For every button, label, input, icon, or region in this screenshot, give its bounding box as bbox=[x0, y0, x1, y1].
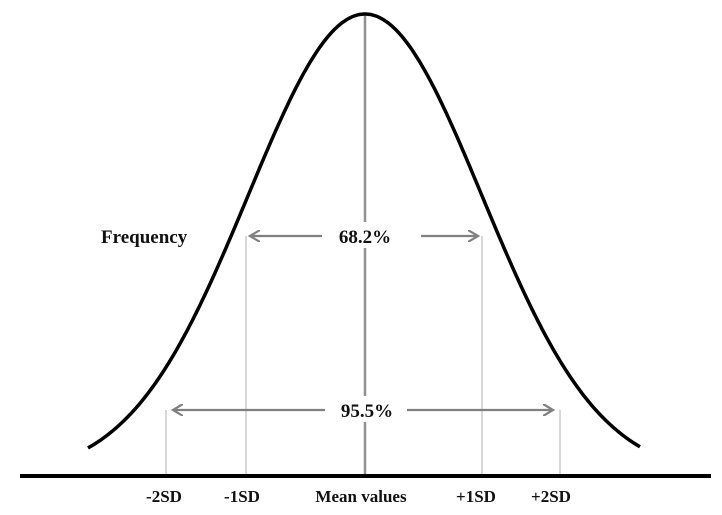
tick-label-minus-2sd: -2SD bbox=[146, 487, 182, 506]
tick-label-minus-1sd: -1SD bbox=[224, 487, 260, 506]
frequency-label: Frequency bbox=[101, 227, 188, 248]
tick-label-plus-2sd: +2SD bbox=[531, 487, 571, 506]
bell-curve bbox=[87, 12, 641, 450]
inner-label-backdrop bbox=[327, 222, 403, 248]
outer-range-label: 95.5% bbox=[341, 401, 393, 422]
inner-range-label: 68.2% bbox=[339, 227, 391, 248]
tick-label-plus-1sd: +1SD bbox=[456, 487, 496, 506]
outer-label-backdrop bbox=[330, 396, 404, 422]
tick-label-mean: Mean values bbox=[315, 487, 407, 506]
